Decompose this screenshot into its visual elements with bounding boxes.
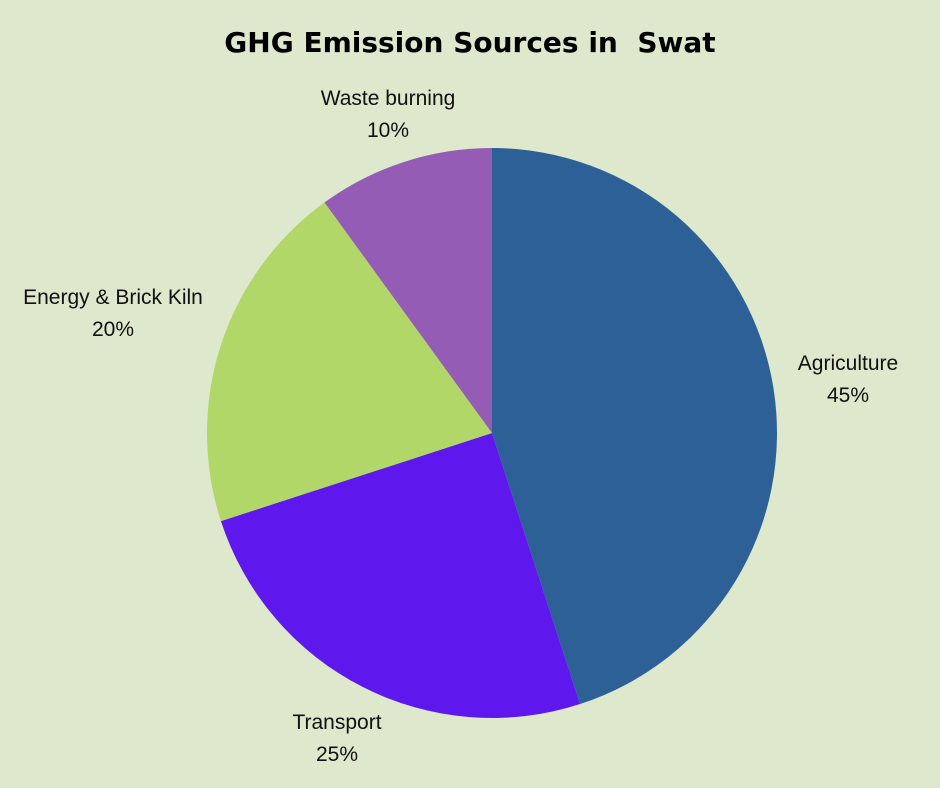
slice-label-waste-burning: Waste burning — [321, 87, 456, 110]
pie-slice-waste-burning — [324, 148, 492, 433]
slice-label-transport: Transport — [292, 711, 381, 734]
pie-slice-agriculture — [492, 148, 777, 705]
pie-slice-energy-brick-kiln — [207, 202, 493, 522]
slice-label-energy-brick-kiln: Energy & Brick Kiln — [23, 286, 203, 309]
slice-value-agriculture: 45% — [827, 384, 869, 407]
pie-slices — [207, 148, 777, 718]
slice-value-waste-burning: 10% — [367, 119, 409, 142]
slice-value-transport: 25% — [316, 743, 358, 766]
slice-label-agriculture: Agriculture — [798, 352, 898, 375]
pie-slice-transport — [220, 433, 581, 718]
pie-labels: Agriculture 45% Transport 25% Energy & Brick… — [23, 87, 898, 766]
chart-title: GHG Emission Sources in Swat — [224, 26, 716, 59]
slice-value-energy-brick-kiln: 20% — [92, 318, 134, 341]
